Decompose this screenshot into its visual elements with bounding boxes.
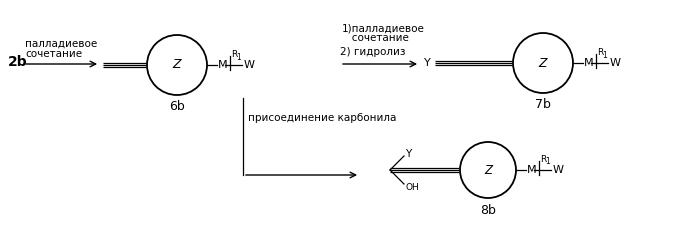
- Text: R: R: [540, 154, 547, 163]
- Text: M: M: [218, 60, 228, 70]
- Text: сочетание: сочетание: [25, 49, 82, 59]
- Text: W: W: [244, 60, 255, 70]
- Text: M: M: [527, 165, 537, 175]
- Text: W: W: [610, 58, 621, 68]
- Text: 2) гидролиз: 2) гидролиз: [340, 47, 406, 57]
- Text: M: M: [584, 58, 593, 68]
- Text: присоединение карбонила: присоединение карбонила: [248, 113, 396, 123]
- Text: Y: Y: [405, 149, 411, 159]
- Text: 8b: 8b: [480, 203, 496, 217]
- Text: R: R: [597, 48, 603, 56]
- Text: Z: Z: [172, 59, 181, 71]
- Text: OH: OH: [405, 183, 419, 191]
- Text: сочетание: сочетание: [342, 33, 409, 43]
- Text: R: R: [231, 49, 237, 59]
- Text: 1: 1: [545, 158, 550, 167]
- Text: 1: 1: [236, 53, 241, 61]
- Text: 1)палладиевое: 1)палладиевое: [342, 23, 425, 33]
- Text: Z: Z: [539, 56, 547, 70]
- Text: W: W: [553, 165, 564, 175]
- Text: Y: Y: [424, 58, 431, 68]
- Text: 2b: 2b: [8, 55, 28, 69]
- Text: палладиевое: палладиевое: [25, 39, 97, 49]
- Text: 6b: 6b: [169, 101, 185, 114]
- Text: 1: 1: [602, 50, 607, 60]
- Text: Z: Z: [484, 163, 492, 176]
- Text: 7b: 7b: [535, 98, 551, 112]
